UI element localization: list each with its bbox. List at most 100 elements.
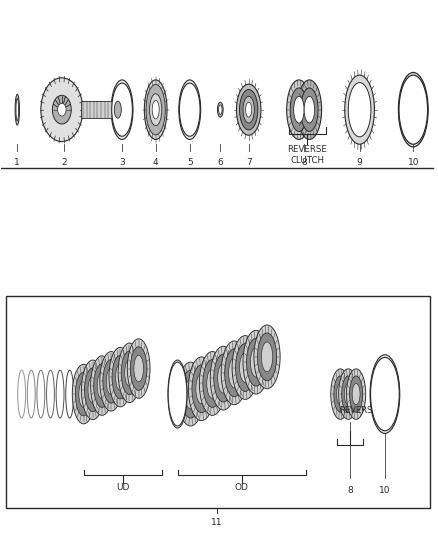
Ellipse shape bbox=[304, 96, 314, 123]
Text: REVERSE
CLUTCH: REVERSE CLUTCH bbox=[287, 146, 327, 165]
Ellipse shape bbox=[240, 90, 258, 130]
Ellipse shape bbox=[218, 102, 223, 117]
Ellipse shape bbox=[225, 349, 244, 397]
Ellipse shape bbox=[121, 351, 138, 394]
Ellipse shape bbox=[346, 369, 366, 419]
Ellipse shape bbox=[152, 100, 159, 119]
Ellipse shape bbox=[111, 80, 133, 140]
Ellipse shape bbox=[177, 362, 204, 426]
Ellipse shape bbox=[168, 360, 187, 428]
Ellipse shape bbox=[350, 376, 363, 412]
Ellipse shape bbox=[81, 360, 104, 419]
Ellipse shape bbox=[192, 365, 211, 413]
Ellipse shape bbox=[91, 356, 113, 415]
Ellipse shape bbox=[232, 336, 258, 399]
Ellipse shape bbox=[344, 383, 352, 405]
Text: 5: 5 bbox=[187, 158, 193, 166]
Ellipse shape bbox=[188, 357, 215, 421]
Ellipse shape bbox=[243, 330, 269, 394]
Text: 6: 6 bbox=[217, 158, 223, 166]
Ellipse shape bbox=[352, 383, 360, 405]
Ellipse shape bbox=[399, 72, 428, 147]
Text: UD: UD bbox=[116, 483, 130, 492]
Ellipse shape bbox=[125, 360, 134, 386]
Ellipse shape bbox=[181, 370, 200, 418]
Ellipse shape bbox=[247, 338, 266, 386]
Ellipse shape bbox=[210, 346, 237, 410]
Ellipse shape bbox=[237, 84, 261, 135]
Ellipse shape bbox=[196, 374, 207, 403]
Ellipse shape bbox=[334, 376, 347, 412]
Ellipse shape bbox=[345, 75, 374, 144]
Ellipse shape bbox=[240, 353, 251, 382]
Ellipse shape bbox=[112, 83, 132, 136]
Ellipse shape bbox=[290, 88, 307, 132]
Text: 10: 10 bbox=[379, 486, 391, 495]
Ellipse shape bbox=[79, 381, 88, 407]
Ellipse shape bbox=[300, 88, 318, 132]
Text: 4: 4 bbox=[153, 158, 159, 166]
Ellipse shape bbox=[114, 101, 121, 118]
Text: 1: 1 bbox=[14, 158, 20, 166]
Text: 8: 8 bbox=[301, 158, 307, 166]
Ellipse shape bbox=[53, 95, 71, 124]
Ellipse shape bbox=[168, 362, 187, 426]
Ellipse shape bbox=[116, 364, 125, 390]
Ellipse shape bbox=[112, 356, 129, 399]
Ellipse shape bbox=[179, 80, 201, 140]
Bar bbox=[6, 296, 430, 508]
Ellipse shape bbox=[371, 358, 399, 431]
Text: 7: 7 bbox=[246, 158, 251, 166]
Ellipse shape bbox=[145, 80, 167, 140]
Ellipse shape bbox=[150, 94, 162, 126]
Ellipse shape bbox=[15, 94, 19, 125]
Ellipse shape bbox=[106, 368, 116, 394]
Ellipse shape bbox=[243, 96, 254, 123]
Ellipse shape bbox=[131, 347, 147, 390]
Ellipse shape bbox=[339, 369, 358, 419]
Ellipse shape bbox=[251, 348, 262, 377]
Ellipse shape bbox=[134, 356, 144, 382]
Ellipse shape bbox=[41, 78, 83, 142]
Ellipse shape bbox=[94, 364, 110, 407]
Ellipse shape bbox=[229, 358, 240, 387]
Ellipse shape bbox=[331, 369, 350, 419]
Text: OD: OD bbox=[235, 483, 249, 492]
Ellipse shape bbox=[185, 379, 196, 409]
Ellipse shape bbox=[287, 80, 311, 140]
Ellipse shape bbox=[118, 343, 141, 402]
Ellipse shape bbox=[246, 102, 252, 117]
Ellipse shape bbox=[297, 80, 321, 140]
Ellipse shape bbox=[75, 372, 92, 416]
Ellipse shape bbox=[207, 368, 218, 398]
Ellipse shape bbox=[236, 344, 255, 391]
Ellipse shape bbox=[146, 84, 165, 135]
Text: 3: 3 bbox=[119, 158, 125, 166]
Bar bbox=[81, 101, 118, 118]
Ellipse shape bbox=[109, 348, 132, 407]
Ellipse shape bbox=[85, 368, 101, 411]
Ellipse shape bbox=[97, 372, 107, 399]
Ellipse shape bbox=[293, 96, 304, 123]
Ellipse shape bbox=[342, 376, 355, 412]
Ellipse shape bbox=[370, 355, 400, 433]
Ellipse shape bbox=[399, 75, 427, 144]
Ellipse shape bbox=[100, 352, 123, 411]
Text: 9: 9 bbox=[357, 158, 363, 166]
Ellipse shape bbox=[214, 354, 233, 402]
Text: 2: 2 bbox=[61, 158, 67, 166]
Ellipse shape bbox=[258, 333, 277, 381]
Ellipse shape bbox=[88, 376, 98, 403]
Ellipse shape bbox=[261, 342, 273, 372]
Ellipse shape bbox=[221, 341, 247, 405]
Ellipse shape bbox=[254, 325, 280, 389]
Ellipse shape bbox=[199, 352, 226, 415]
Ellipse shape bbox=[180, 83, 200, 136]
Ellipse shape bbox=[336, 383, 344, 405]
Ellipse shape bbox=[127, 339, 150, 398]
Text: 8: 8 bbox=[347, 486, 353, 495]
Ellipse shape bbox=[203, 360, 222, 407]
Text: 10: 10 bbox=[407, 158, 419, 166]
Text: REVERSE: REVERSE bbox=[339, 406, 378, 415]
Ellipse shape bbox=[348, 83, 371, 137]
